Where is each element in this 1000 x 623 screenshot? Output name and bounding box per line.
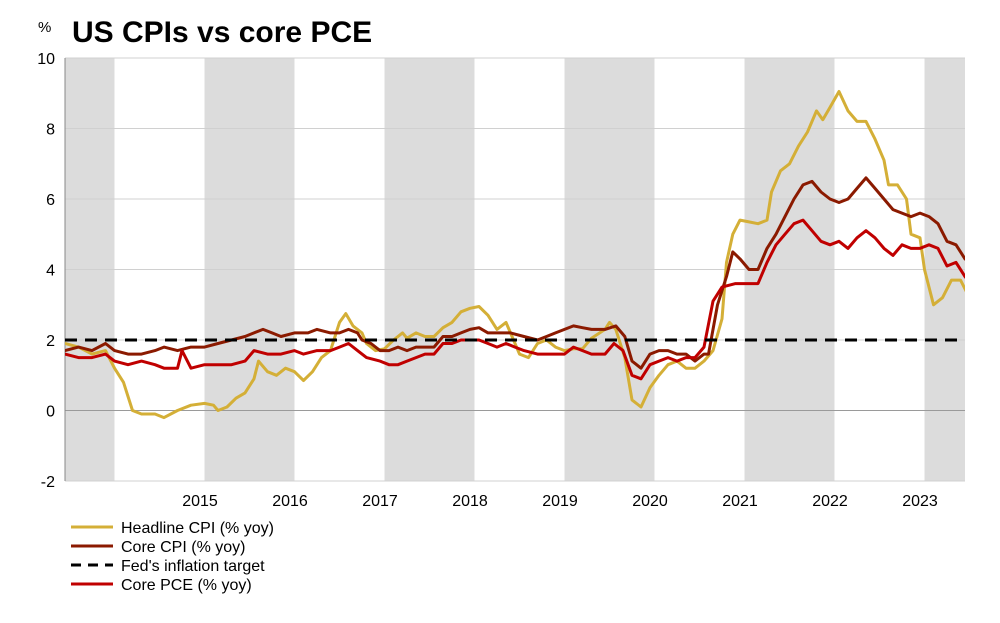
x-tick-label: 2023 [902,493,938,510]
x-tick-label: 2016 [272,493,308,510]
y-tick-label: 10 [37,51,55,68]
x-tick-label: 2021 [722,493,758,510]
y-tick-label: 0 [46,404,55,421]
legend-label: Core CPI (% yoy) [121,539,245,556]
series-line-core-cpi-yoy [65,176,965,370]
y-unit-label: % [38,19,51,36]
x-tick-label: 2017 [362,493,398,510]
legend-label: Headline CPI (% yoy) [121,520,274,537]
legend: Headline CPI (% yoy) Core CPI (% yoy) Fed'… [71,520,274,594]
y-tick-labels: -2 0 2 4 6 8 10 [37,51,55,491]
series-lines [65,90,965,420]
x-tick-labels: 2015 2016 2017 2018 2019 2020 2021 2022 2023 [182,493,938,510]
y-tick-label: 6 [46,192,55,209]
x-tick-label: 2015 [182,493,218,510]
legend-label: Fed's inflation target [121,558,265,575]
x-tick-label: 2022 [812,493,848,510]
x-tick-label: 2018 [452,493,488,510]
series-line-headline-cpi-yoy [65,90,965,420]
y-tick-label: -2 [41,474,55,491]
y-tick-label: 4 [46,263,55,280]
chart-title: US CPIs vs core PCE [72,16,372,49]
y-tick-label: 8 [46,122,55,139]
y-tick-label: 2 [46,333,55,350]
legend-label: Core PCE (% yoy) [121,577,252,594]
x-tick-label: 2019 [542,493,578,510]
series-line-core-pce-yoy [65,218,965,381]
x-tick-label: 2020 [632,493,668,510]
